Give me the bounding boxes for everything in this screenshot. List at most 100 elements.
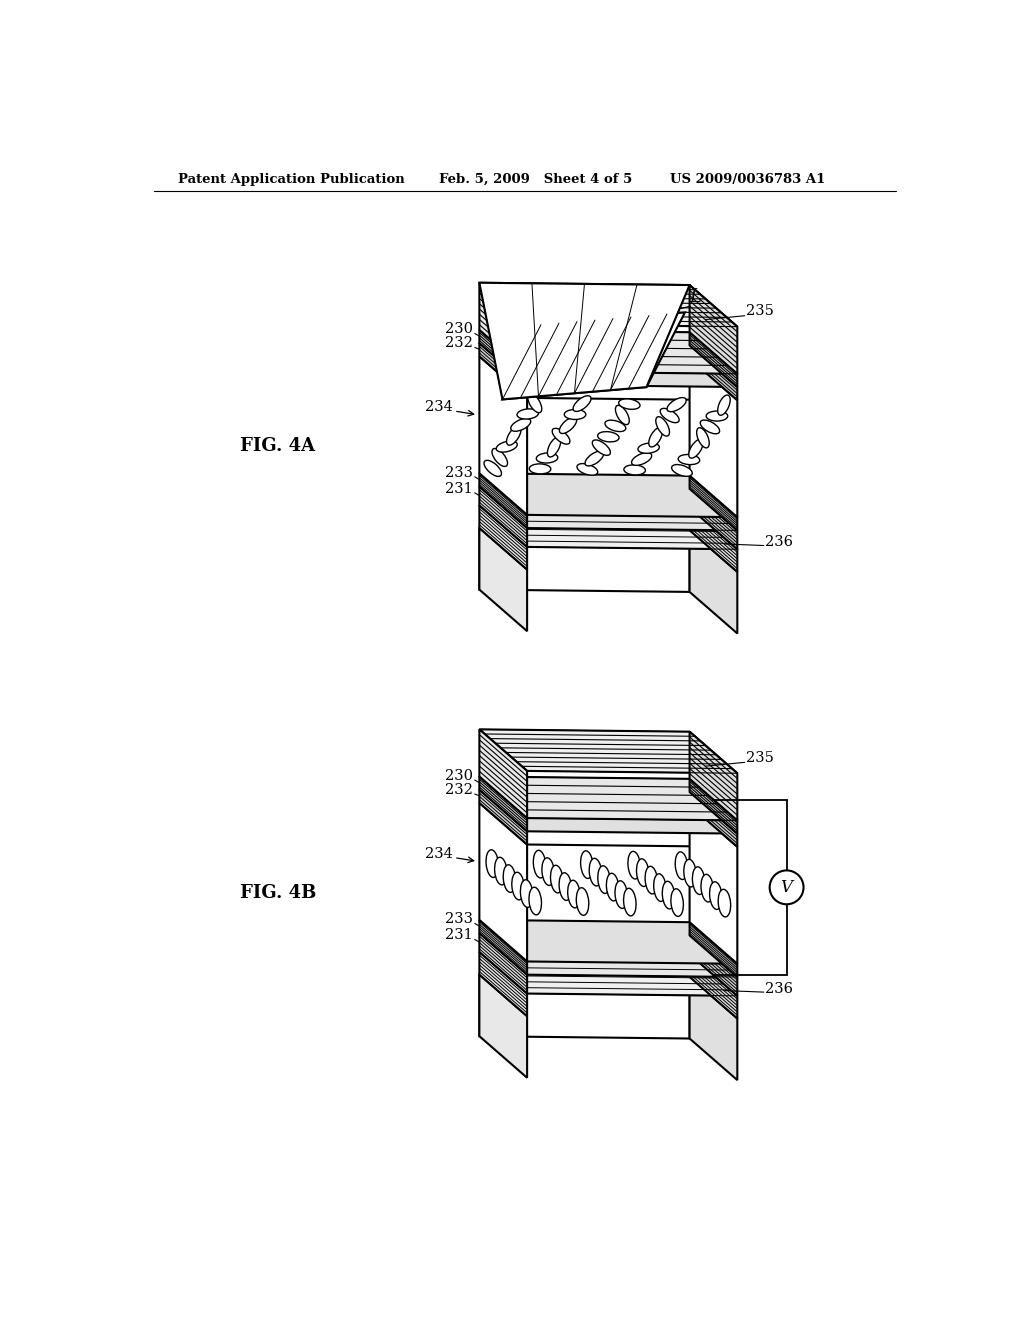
Polygon shape bbox=[479, 803, 527, 961]
Ellipse shape bbox=[606, 874, 618, 902]
Text: FIG. 4B: FIG. 4B bbox=[240, 883, 316, 902]
Ellipse shape bbox=[637, 859, 649, 887]
Polygon shape bbox=[689, 475, 737, 531]
Ellipse shape bbox=[520, 879, 532, 907]
Text: 234: 234 bbox=[425, 400, 453, 414]
Ellipse shape bbox=[492, 449, 508, 466]
Circle shape bbox=[770, 870, 804, 904]
Ellipse shape bbox=[632, 453, 651, 466]
Text: Patent Application Publication: Patent Application Publication bbox=[178, 173, 406, 186]
Ellipse shape bbox=[618, 399, 640, 409]
Polygon shape bbox=[689, 731, 737, 821]
Polygon shape bbox=[479, 487, 737, 531]
Ellipse shape bbox=[605, 420, 626, 432]
Ellipse shape bbox=[675, 851, 688, 879]
Ellipse shape bbox=[517, 409, 539, 418]
Polygon shape bbox=[479, 933, 737, 977]
Ellipse shape bbox=[552, 428, 570, 444]
Polygon shape bbox=[479, 933, 527, 994]
Polygon shape bbox=[479, 920, 737, 964]
Text: Feb. 5, 2009   Sheet 4 of 5: Feb. 5, 2009 Sheet 4 of 5 bbox=[438, 173, 632, 186]
Polygon shape bbox=[689, 346, 737, 400]
Polygon shape bbox=[479, 282, 527, 371]
Polygon shape bbox=[479, 803, 737, 847]
Text: 236: 236 bbox=[765, 536, 794, 549]
Polygon shape bbox=[689, 977, 737, 1080]
Ellipse shape bbox=[624, 465, 645, 475]
Polygon shape bbox=[479, 974, 527, 1077]
Polygon shape bbox=[479, 282, 737, 326]
Ellipse shape bbox=[598, 432, 620, 442]
Polygon shape bbox=[689, 805, 737, 964]
Polygon shape bbox=[689, 792, 737, 847]
Ellipse shape bbox=[700, 420, 720, 434]
Polygon shape bbox=[689, 954, 737, 1019]
Polygon shape bbox=[689, 779, 737, 834]
Ellipse shape bbox=[573, 396, 591, 412]
Polygon shape bbox=[479, 528, 689, 591]
Ellipse shape bbox=[564, 409, 586, 420]
Polygon shape bbox=[689, 333, 737, 387]
Ellipse shape bbox=[615, 880, 628, 908]
Polygon shape bbox=[479, 789, 737, 834]
Ellipse shape bbox=[548, 437, 561, 457]
Polygon shape bbox=[479, 343, 527, 397]
Polygon shape bbox=[479, 474, 737, 517]
Polygon shape bbox=[479, 920, 527, 974]
Polygon shape bbox=[479, 487, 527, 546]
Ellipse shape bbox=[663, 882, 675, 909]
Polygon shape bbox=[479, 330, 737, 374]
Ellipse shape bbox=[577, 463, 598, 475]
Ellipse shape bbox=[497, 441, 517, 453]
Polygon shape bbox=[479, 952, 737, 995]
Text: 236: 236 bbox=[765, 982, 794, 995]
Ellipse shape bbox=[507, 426, 521, 445]
Ellipse shape bbox=[671, 888, 683, 916]
Text: 235: 235 bbox=[746, 304, 774, 318]
Polygon shape bbox=[689, 508, 737, 572]
Ellipse shape bbox=[710, 882, 722, 909]
Polygon shape bbox=[479, 952, 527, 1016]
Ellipse shape bbox=[559, 873, 571, 900]
Ellipse shape bbox=[495, 857, 507, 884]
Polygon shape bbox=[479, 528, 527, 631]
Polygon shape bbox=[479, 506, 527, 570]
Polygon shape bbox=[479, 730, 527, 818]
Ellipse shape bbox=[542, 858, 554, 886]
Polygon shape bbox=[479, 789, 527, 845]
Ellipse shape bbox=[581, 851, 593, 879]
Text: 230: 230 bbox=[445, 770, 473, 783]
Polygon shape bbox=[479, 776, 527, 832]
Text: V: V bbox=[780, 879, 793, 896]
Ellipse shape bbox=[692, 867, 705, 895]
Ellipse shape bbox=[585, 451, 603, 466]
Ellipse shape bbox=[653, 874, 667, 902]
Ellipse shape bbox=[589, 858, 602, 886]
Polygon shape bbox=[689, 936, 737, 995]
Ellipse shape bbox=[655, 417, 670, 436]
Text: 233: 233 bbox=[445, 466, 473, 479]
Ellipse shape bbox=[527, 393, 542, 413]
Ellipse shape bbox=[486, 850, 499, 878]
Ellipse shape bbox=[672, 465, 692, 477]
Polygon shape bbox=[479, 356, 527, 515]
Polygon shape bbox=[479, 343, 737, 387]
Polygon shape bbox=[479, 356, 737, 400]
Ellipse shape bbox=[718, 395, 730, 416]
Ellipse shape bbox=[645, 866, 657, 894]
Text: 234: 234 bbox=[425, 846, 453, 861]
Text: FIG. 4A: FIG. 4A bbox=[240, 437, 315, 455]
Ellipse shape bbox=[660, 408, 679, 422]
Ellipse shape bbox=[696, 428, 710, 447]
Ellipse shape bbox=[503, 865, 516, 892]
Ellipse shape bbox=[701, 874, 714, 902]
Ellipse shape bbox=[484, 461, 502, 477]
Ellipse shape bbox=[511, 418, 530, 432]
Polygon shape bbox=[479, 974, 689, 1039]
Polygon shape bbox=[479, 474, 527, 528]
Polygon shape bbox=[479, 776, 737, 821]
Text: 232: 232 bbox=[445, 783, 473, 797]
Text: 233: 233 bbox=[445, 912, 473, 927]
Ellipse shape bbox=[615, 405, 630, 425]
Ellipse shape bbox=[598, 866, 610, 894]
